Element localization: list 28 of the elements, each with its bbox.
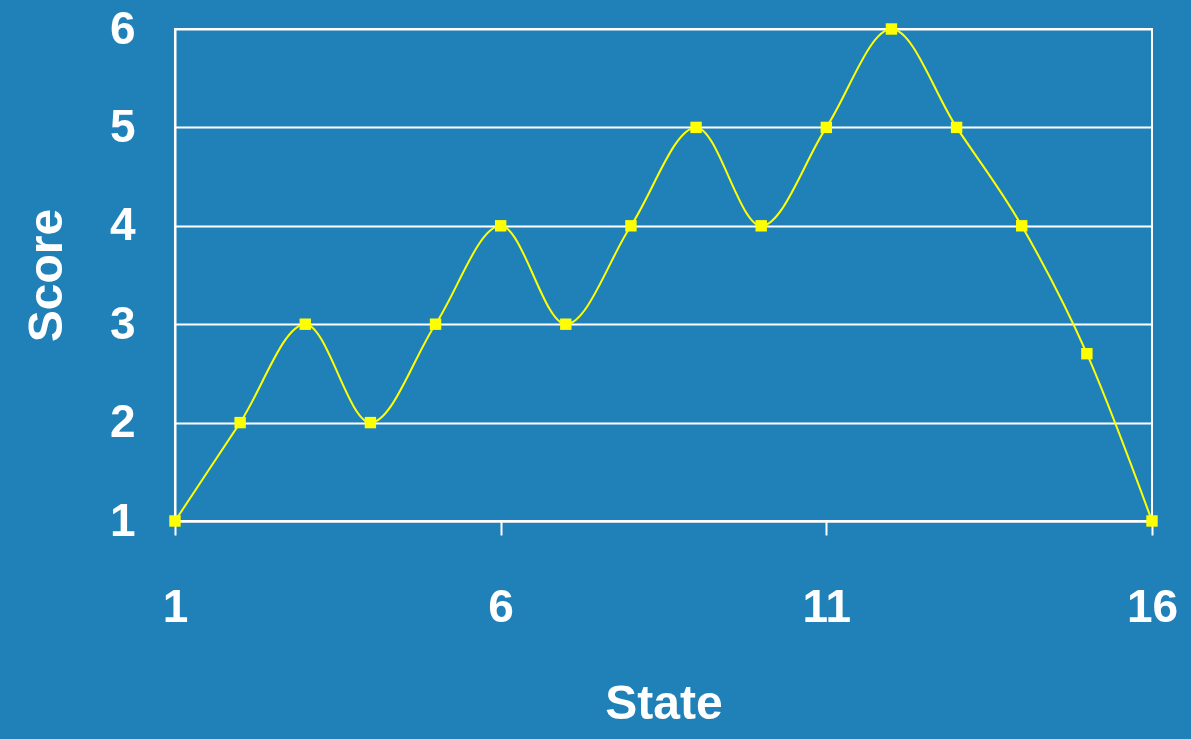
x-tick-label: 16 — [1126, 579, 1179, 632]
point — [690, 121, 702, 134]
x-tick-label: 1 — [162, 579, 189, 632]
point — [950, 121, 963, 134]
y-tick-label: 5 — [109, 99, 136, 152]
x-tick-label: 11 — [802, 579, 852, 632]
point — [429, 318, 442, 330]
point — [1016, 220, 1028, 232]
y-tick-label: 3 — [109, 296, 136, 349]
point — [1081, 348, 1093, 360]
point — [234, 416, 246, 429]
point — [885, 23, 898, 35]
y-tick-label: 1 — [109, 493, 136, 546]
y-tick-label: 6 — [109, 1, 136, 54]
point — [1146, 515, 1158, 527]
point — [364, 416, 377, 429]
point — [299, 318, 311, 330]
x-axis-title: State — [605, 675, 723, 729]
point — [625, 220, 637, 232]
point — [755, 220, 767, 232]
y-tick-label: 4 — [109, 198, 136, 251]
point — [820, 121, 833, 134]
point — [494, 220, 507, 232]
x-tick-label: 6 — [488, 579, 514, 632]
point — [560, 318, 572, 330]
y-axis-title: Score — [18, 208, 72, 343]
y-tick-label: 2 — [109, 395, 136, 448]
point — [169, 515, 181, 527]
